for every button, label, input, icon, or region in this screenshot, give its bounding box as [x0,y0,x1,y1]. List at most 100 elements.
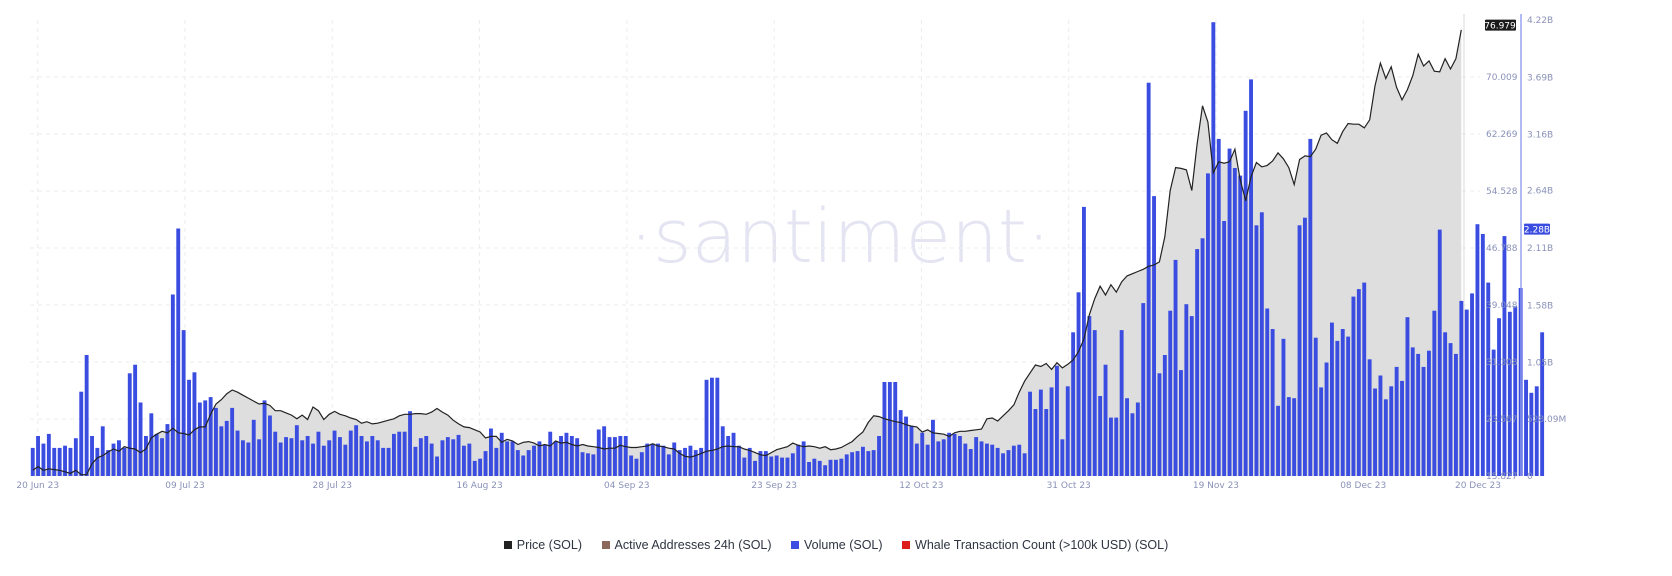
x-tick-label: 28 Jul 23 [313,481,353,491]
axes: 15.827 23.567 31.308 39.048 46.788 54.528 62.2… [16,14,1566,491]
price-area-fill [32,29,1462,477]
volume-bar [1179,370,1183,476]
volume-bar [1513,306,1518,476]
volume-bar [343,444,348,476]
volume-bar [1383,399,1388,476]
volume-bar [1184,304,1189,476]
volume-bar [370,436,375,476]
x-tick-label: 20 Jun 23 [16,481,59,491]
volume-bar [807,462,811,476]
volume-bar [1362,282,1367,476]
volume-bar [392,433,396,476]
price-tick-label: 23.567 [1486,415,1518,425]
volume-bar [41,443,46,476]
volume-bar [327,440,332,476]
volume-bar [634,458,639,476]
volume-bar [1346,336,1351,476]
volume-bar [844,454,849,476]
volume-bar [57,447,62,476]
volume-bar [1249,79,1253,477]
volume-bar [774,455,779,476]
volume-bar [602,426,607,476]
volume-bar [1308,138,1313,476]
volume-bar [515,450,520,476]
legend-item-whale-transactions[interactable]: Whale Transaction Count (>100k USD) (SOL… [902,538,1168,552]
x-tick-label: 31 Oct 23 [1047,481,1091,491]
volume-bar [214,407,218,476]
volume-bar [1265,308,1270,476]
volume-bar [467,443,472,476]
legend-item-active-addresses[interactable]: Active Addresses 24h (SOL) [601,538,772,552]
volume-current-badge [1524,223,1550,235]
volume-bar [1071,332,1076,476]
volume-bar [397,431,402,476]
volume-bar [52,447,57,476]
price-tick-label: 39.048 [1486,301,1518,311]
volume-bar [1286,397,1291,476]
volume-bar [1243,110,1248,477]
volume-tick-label: 0 [1527,472,1533,482]
volume-bar [1238,175,1243,476]
volume-bar [790,453,795,476]
volume-bar [1367,359,1372,476]
volume-bar [1216,138,1221,476]
volume-bar [510,441,515,476]
volume-current-label: 2.28B [1524,226,1550,236]
volume-bar [1227,148,1232,476]
volume-bar [914,443,919,476]
volume-bar [117,440,121,476]
price-current-badge [1485,19,1516,31]
volume-bar [839,458,844,476]
volume-bar [1432,310,1437,476]
legend-item-price[interactable]: Price (SOL) [503,538,582,552]
volume-bar [780,457,784,476]
volume-bar [747,447,752,476]
legend-label: Volume (SOL) [804,538,883,552]
volume-bar [197,402,202,476]
volume-bar [235,430,240,476]
x-tick-label: 12 Oct 23 [899,481,943,491]
volume-bar [445,437,450,476]
volume-bar [1119,330,1124,476]
volume-bar [95,447,100,476]
volume-bar [1464,309,1469,476]
volume-bar [1416,353,1421,476]
volume-bar [494,447,499,476]
volume-bar [1486,282,1491,476]
volume-bar [979,441,984,476]
volume-bar [1173,259,1178,476]
legend-label: Whale Transaction Count (>100k USD) (SOL… [915,538,1169,552]
volume-bar [1028,391,1032,476]
volume-bar [618,436,623,476]
volume-bar [1356,289,1361,476]
volume-bar [1011,445,1016,476]
volume-bar [305,436,310,476]
volume-bar [1400,380,1404,476]
volume-tick-label: 3.69B [1527,73,1553,83]
volume-bar [1319,387,1324,476]
volume-bar [359,436,364,476]
volume-bar [278,442,283,476]
volume-bar [1529,392,1534,476]
volume-bar [1092,330,1097,476]
volume-bar [1292,398,1297,476]
volume-bar [1211,22,1216,476]
volume-bar [483,451,488,476]
volume-bar [1087,316,1092,476]
volume-bar [241,440,245,476]
price-current-label: 76.979 [1484,22,1516,32]
volume-bar [1065,386,1070,476]
volume-bar [1427,350,1431,476]
volume-bar [629,455,634,476]
volume-bar [656,443,660,476]
volume-bar [1524,379,1528,476]
volume-bar [187,379,191,476]
volume-bar [1152,196,1156,476]
legend-swatch [902,541,911,549]
volume-bar [521,455,526,476]
volume-bar [176,228,181,476]
legend-item-volume[interactable]: Volume (SOL) [791,538,883,552]
volume-bar [478,458,483,476]
volume-bar [688,445,693,476]
volume-bar [413,446,418,476]
